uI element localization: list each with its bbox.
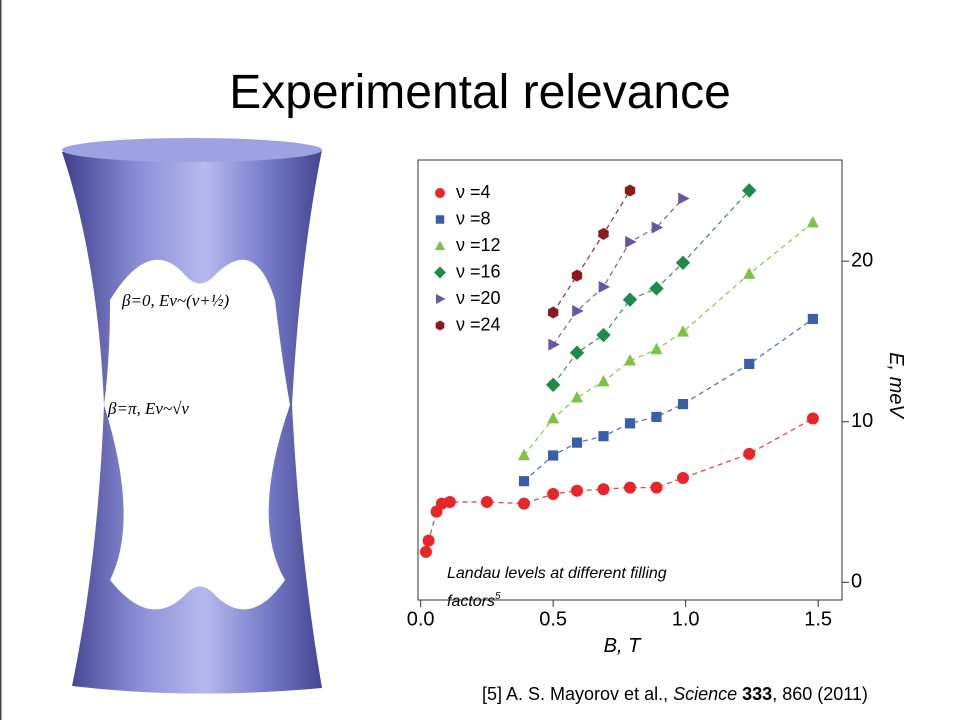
x-tick-label: 0.5 <box>539 609 567 631</box>
marker <box>650 342 663 355</box>
x-tick-label: 1.5 <box>804 609 832 631</box>
marker <box>624 481 636 494</box>
slide-border <box>0 0 2 720</box>
x-axis-label: B, T <box>604 635 642 657</box>
marker <box>435 215 445 224</box>
fit-line <box>523 222 814 456</box>
marker <box>624 184 636 197</box>
marker <box>598 227 609 240</box>
marker <box>548 338 560 351</box>
marker <box>743 267 756 279</box>
y-tick-label: 10 <box>851 410 873 432</box>
marker <box>547 411 560 424</box>
marker <box>743 447 756 460</box>
marker <box>806 412 819 425</box>
marker <box>571 269 583 282</box>
marker <box>545 377 561 393</box>
marker <box>443 496 456 509</box>
marker <box>547 488 560 501</box>
legend-label: ν =20 <box>456 288 501 308</box>
marker <box>435 188 445 198</box>
legend-label: ν =24 <box>456 314 501 334</box>
marker <box>744 358 755 370</box>
annotation: β=0, Eν~(ν+½) <box>121 291 229 310</box>
marker <box>434 266 446 279</box>
marker <box>625 235 637 248</box>
slide-title: Experimental relevance <box>229 66 731 119</box>
marker <box>651 221 664 234</box>
ref-part: Science <box>673 684 737 704</box>
caption-ref: 5 <box>495 591 501 602</box>
caption-line: factors <box>447 593 495 610</box>
annotation: β=π, Eν~√ν <box>107 399 189 418</box>
reference: [5] A. S. Mayorov et al., Science 333, 8… <box>482 684 868 704</box>
marker <box>598 431 609 442</box>
series-group <box>419 183 819 558</box>
marker <box>806 216 819 228</box>
x-tick-label: 1.0 <box>672 609 700 631</box>
marker <box>435 320 445 331</box>
marker <box>518 448 530 461</box>
marker <box>597 483 610 496</box>
plot-frame <box>417 159 843 601</box>
marker <box>742 183 757 198</box>
marker <box>624 354 636 366</box>
surface-illustration <box>62 138 322 694</box>
marker <box>518 497 530 510</box>
marker <box>435 240 445 250</box>
caption: factors5 <box>447 591 501 610</box>
marker <box>651 411 662 423</box>
fit-line <box>552 190 631 313</box>
marker <box>569 345 585 360</box>
y-axis-label: E, meV <box>885 352 907 419</box>
marker <box>598 280 611 293</box>
legend-label: ν =12 <box>456 235 501 255</box>
marker <box>571 437 583 448</box>
fit-line <box>552 198 684 346</box>
marker <box>678 192 690 205</box>
ref-part: 333 <box>737 684 772 704</box>
marker <box>571 391 583 403</box>
x-tick-label: 0.0 <box>407 609 435 631</box>
ref-part: , 860 (2011) <box>772 684 868 704</box>
marker <box>675 255 691 270</box>
marker <box>436 294 446 304</box>
marker <box>518 476 530 487</box>
legend-label: ν =8 <box>456 208 491 228</box>
caption: Landau levels at different filling <box>447 565 667 582</box>
marker <box>677 325 689 337</box>
marker <box>649 281 664 296</box>
fit-line <box>425 417 814 552</box>
marker <box>422 534 435 547</box>
marker <box>548 450 559 461</box>
marker <box>597 375 610 387</box>
fit-line <box>523 318 814 482</box>
marker <box>677 398 689 410</box>
marker <box>807 313 818 325</box>
marker <box>650 481 663 494</box>
ref-part: [5] A. S. Mayorov et al., <box>482 684 673 704</box>
marker <box>547 306 559 319</box>
marker <box>677 471 689 484</box>
marker <box>480 496 493 509</box>
marker <box>419 545 432 558</box>
legend-label: ν =4 <box>456 182 491 202</box>
marker <box>596 327 611 343</box>
y-tick-label: 0 <box>851 571 862 593</box>
plot: ν =4 ν =8 ν =12 ν =16 ν =20 ν =24 <box>419 182 819 558</box>
marker <box>622 292 638 307</box>
marker <box>572 304 584 317</box>
marker <box>571 484 583 497</box>
marker <box>624 418 636 429</box>
y-tick-label: 20 <box>851 249 873 271</box>
legend-label: ν =16 <box>456 261 501 281</box>
